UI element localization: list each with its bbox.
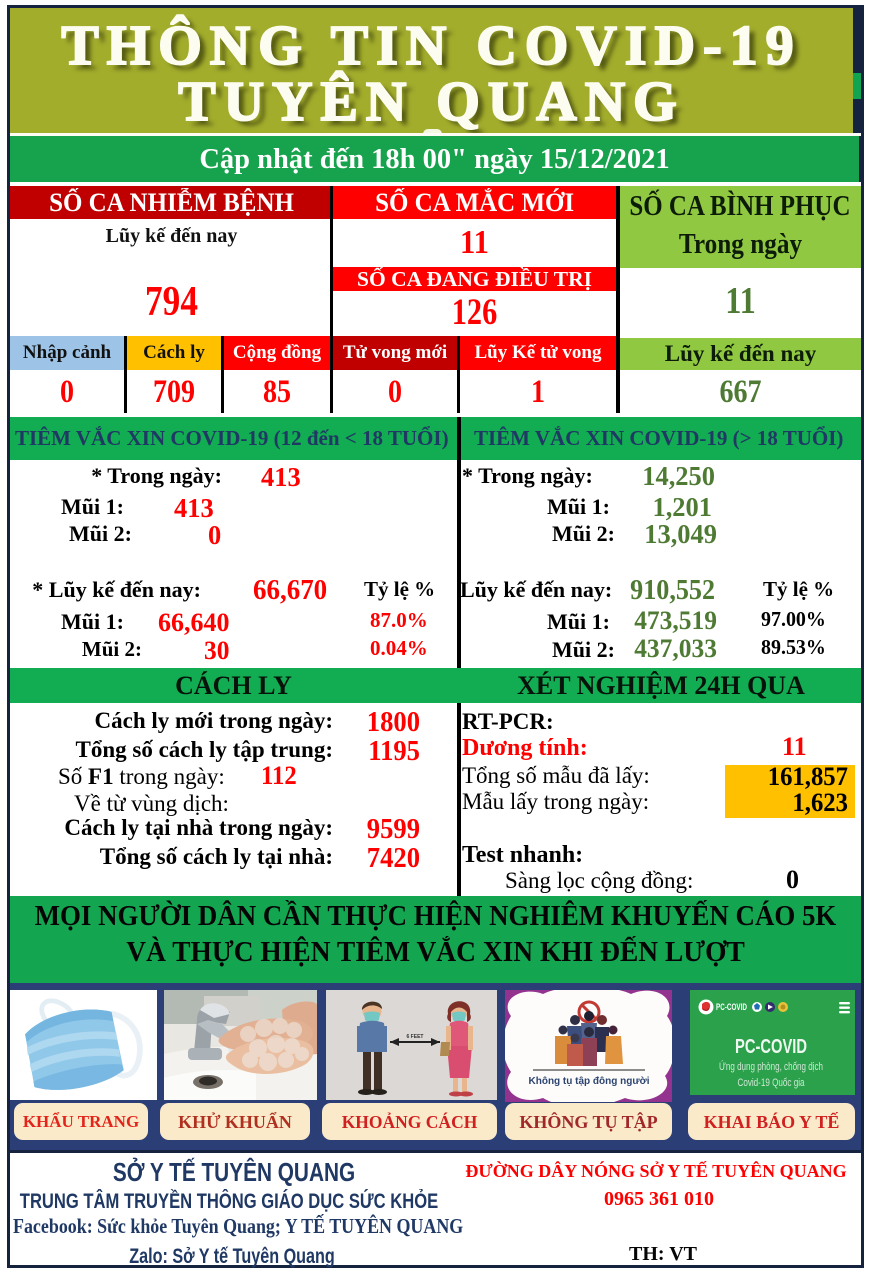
svg-text:Covid-19 Quốc gia: Covid-19 Quốc gia	[738, 1077, 806, 1089]
svg-text:Không tụ tập đông người: Không tụ tập đông người	[529, 1076, 650, 1087]
svg-text:6 FEET: 6 FEET	[407, 1034, 424, 1040]
svg-text:PC-COVID: PC-COVID	[735, 1036, 807, 1058]
svg-text:PC-COVID: PC-COVID	[716, 1002, 747, 1012]
svg-text:Ứng dụng phòng, chống dịch: Ứng dụng phòng, chống dịch	[719, 1060, 823, 1073]
